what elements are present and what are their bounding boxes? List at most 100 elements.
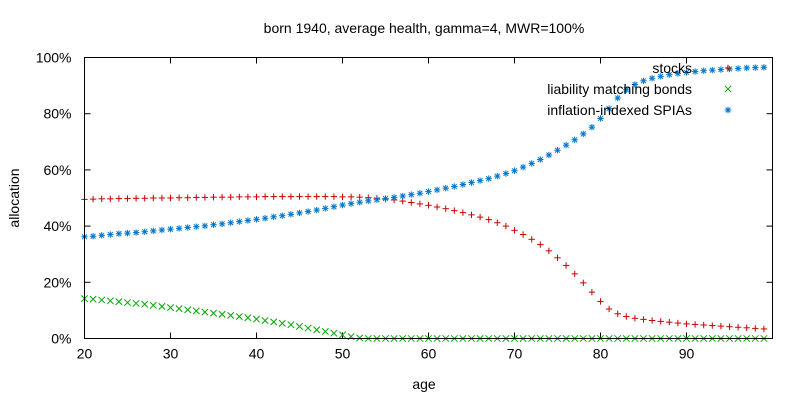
- data-point: [648, 75, 656, 82]
- data-point: [614, 310, 621, 317]
- data-point: [717, 322, 725, 330]
- data-point: [193, 194, 200, 201]
- data-point: [691, 68, 699, 75]
- data-point: [700, 67, 707, 74]
- data-point: [640, 316, 647, 323]
- data-point: [175, 194, 183, 201]
- data-point: [253, 216, 260, 223]
- data-point: [279, 193, 286, 200]
- data-point: [476, 177, 484, 184]
- data-point: [743, 64, 750, 72]
- data-point: [709, 66, 716, 74]
- data-point: [459, 181, 467, 188]
- data-point: [416, 200, 424, 208]
- data-point: [760, 64, 768, 71]
- data-point: [235, 313, 243, 321]
- data-point: [236, 218, 243, 225]
- data-point: [700, 321, 707, 329]
- data-point: [270, 193, 277, 200]
- data-point: [683, 320, 690, 328]
- data-point: [640, 77, 647, 85]
- y-tick-label: 100%: [36, 50, 72, 66]
- data-point: [339, 201, 346, 209]
- data-point: [657, 318, 664, 325]
- legend: stocks liability matching bonds inflation-…: [547, 60, 732, 118]
- data-point: [227, 219, 234, 226]
- data-point: [192, 307, 200, 315]
- plot-frame: [84, 57, 773, 339]
- data-point: [184, 306, 192, 314]
- data-point: [261, 193, 269, 200]
- data-point: [657, 73, 664, 80]
- data-point: [209, 309, 218, 317]
- legend-label: stocks: [652, 60, 692, 76]
- data-point: [218, 220, 226, 228]
- data-point: [425, 188, 432, 195]
- data-point: [631, 81, 639, 88]
- data-point: [545, 247, 553, 255]
- data-point: [296, 209, 303, 217]
- data-point: [270, 213, 277, 221]
- data-point: [623, 313, 630, 320]
- x-tick-label: 70: [507, 346, 523, 362]
- x-tick-label: 20: [77, 346, 93, 362]
- data-point: [666, 71, 673, 78]
- data-point: [227, 311, 235, 320]
- data-point: [175, 225, 183, 232]
- data-point: [399, 192, 406, 200]
- data-point: [614, 94, 621, 102]
- series-2: [81, 64, 768, 240]
- data-point: [184, 194, 191, 201]
- data-point: [476, 213, 484, 221]
- data-point: [124, 229, 131, 237]
- data-point: [605, 305, 613, 313]
- data-point: [184, 224, 191, 231]
- y-tick-label: 40%: [43, 218, 71, 234]
- data-point: [485, 216, 492, 223]
- data-point: [537, 241, 544, 248]
- x-tick-label: 60: [421, 346, 437, 362]
- data-point: [296, 193, 303, 200]
- data-point: [89, 195, 97, 203]
- data-point: [322, 205, 329, 212]
- data-point: [158, 194, 166, 202]
- data-point: [683, 69, 690, 76]
- data-point: [734, 65, 742, 72]
- data-point: [528, 236, 535, 243]
- data-point: [201, 308, 209, 316]
- data-point: [261, 215, 269, 222]
- data-point: [141, 195, 148, 202]
- y-tick-label: 0%: [51, 331, 71, 347]
- data-point: [304, 193, 312, 200]
- data-point: [580, 130, 587, 138]
- data-point: [494, 172, 501, 180]
- data-point: [158, 302, 166, 311]
- data-point: [132, 195, 140, 202]
- data-point: [338, 331, 347, 339]
- data-point: [580, 279, 587, 287]
- data-point: [98, 296, 106, 304]
- data-point: [244, 314, 252, 322]
- chart-title: born 1940, average health, gamma=4, MWR=…: [264, 20, 585, 36]
- data-point: [562, 141, 570, 149]
- y-axis-label: allocation: [6, 168, 22, 227]
- data-point: [433, 186, 441, 194]
- data-point: [193, 223, 200, 230]
- data-point: [98, 195, 105, 203]
- data-point: [502, 170, 510, 177]
- data-point: [89, 233, 97, 240]
- data-point: [442, 184, 449, 192]
- data-point: [623, 86, 630, 94]
- data-point: [107, 231, 114, 238]
- data-point: [261, 316, 269, 325]
- data-point: [166, 304, 175, 312]
- data-point: [210, 221, 217, 228]
- data-point: [150, 194, 157, 202]
- data-point: [408, 191, 415, 198]
- data-point: [201, 194, 209, 201]
- data-point: [597, 115, 604, 122]
- data-point: [674, 319, 682, 327]
- data-point: [115, 298, 123, 306]
- data-point: [149, 301, 157, 309]
- data-point: [347, 200, 355, 207]
